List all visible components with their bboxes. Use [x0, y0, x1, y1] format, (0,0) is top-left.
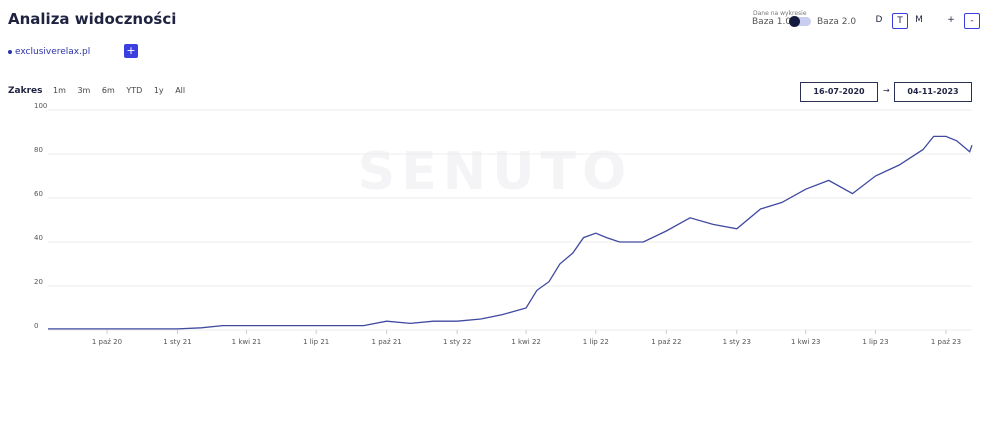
- x-tick-label: 1 kwi 23: [791, 338, 821, 346]
- add-domain-button[interactable]: +: [124, 44, 138, 58]
- range-option[interactable]: 6m: [101, 86, 115, 95]
- x-tick-label: 1 lip 22: [583, 338, 609, 346]
- granularity-week[interactable]: T: [892, 13, 908, 29]
- page-title: Analiza widoczności: [8, 10, 177, 28]
- x-tick-label: 1 sty 22: [443, 338, 471, 346]
- x-tick-label: 1 paź 23: [931, 338, 961, 346]
- visibility-line: [48, 135, 973, 330]
- y-tick-label: 100: [34, 102, 47, 110]
- range-option[interactable]: 1y: [153, 86, 164, 95]
- date-to[interactable]: 04-11-2023: [894, 82, 972, 102]
- data-caption: Dane na wykresie: [753, 10, 807, 17]
- granularity-month[interactable]: M: [915, 15, 923, 25]
- x-tick-label: 1 lip 23: [862, 338, 888, 346]
- zoom-out[interactable]: -: [964, 13, 980, 29]
- x-tick-label: 1 paź 20: [92, 338, 122, 346]
- date-from[interactable]: 16-07-2020: [800, 82, 878, 102]
- range-option[interactable]: All: [175, 86, 186, 95]
- x-tick-label: 1 paź 22: [651, 338, 681, 346]
- range-option[interactable]: 1m: [53, 86, 66, 95]
- date-arrow: →: [883, 86, 890, 95]
- base-2[interactable]: Baza 2.0: [817, 17, 857, 27]
- x-tick-label: 1 sty 21: [163, 338, 191, 346]
- range-label: Zakres: [8, 86, 43, 96]
- y-tick-label: 60: [34, 190, 43, 198]
- zoom-in[interactable]: +: [947, 15, 955, 25]
- y-tick-label: 20: [34, 278, 43, 286]
- range-option[interactable]: YTD: [126, 86, 143, 95]
- x-tick-label: 1 sty 23: [723, 338, 751, 346]
- x-tick-label: 1 kwi 21: [232, 338, 262, 346]
- y-tick-label: 0: [34, 322, 38, 330]
- domain-label: exclusiverelax.pl: [15, 47, 91, 57]
- x-tick-label: 1 kwi 22: [511, 338, 541, 346]
- x-tick-label: 1 lip 21: [303, 338, 329, 346]
- x-tick-label: 1 paź 21: [372, 338, 402, 346]
- domain-item[interactable]: exclusiverelax.pl: [8, 47, 90, 57]
- y-tick-label: 40: [34, 234, 43, 242]
- y-tick-label: 80: [34, 146, 43, 154]
- range-selector: Zakres 1m 3m 6m YTD 1y All: [8, 86, 194, 96]
- base-1[interactable]: Baza 1.0: [752, 17, 792, 27]
- base-toggle[interactable]: [789, 16, 811, 27]
- granularity-day[interactable]: D: [875, 15, 883, 25]
- watermark: SENUTO: [358, 142, 632, 202]
- range-option[interactable]: 3m: [77, 86, 91, 95]
